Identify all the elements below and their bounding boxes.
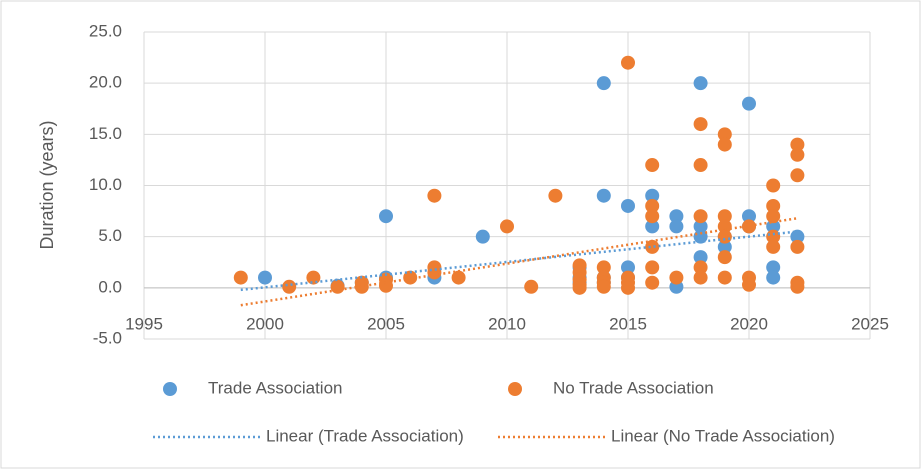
point bbox=[282, 279, 297, 294]
point bbox=[693, 260, 708, 275]
point bbox=[500, 219, 514, 234]
point bbox=[693, 270, 708, 285]
point bbox=[717, 209, 732, 224]
point bbox=[742, 219, 756, 234]
legend-label: Trade Association bbox=[208, 378, 343, 397]
point bbox=[596, 188, 611, 203]
point bbox=[621, 280, 635, 295]
point bbox=[379, 278, 393, 293]
point bbox=[693, 209, 708, 224]
y-tick-label: 0.0 bbox=[98, 277, 122, 296]
point bbox=[548, 188, 563, 203]
point bbox=[766, 270, 781, 285]
y-tick-label: 20.0 bbox=[89, 73, 122, 92]
point bbox=[330, 279, 345, 294]
y-axis-title: Duration (years) bbox=[37, 120, 57, 249]
point bbox=[766, 178, 781, 193]
point bbox=[717, 250, 732, 265]
point bbox=[717, 270, 732, 285]
y-tick-label: 15.0 bbox=[89, 124, 122, 143]
point bbox=[427, 188, 442, 203]
point bbox=[790, 168, 805, 183]
point bbox=[379, 209, 393, 224]
legend-label: Linear (No Trade Association) bbox=[611, 426, 835, 445]
point bbox=[669, 270, 684, 285]
point bbox=[572, 280, 587, 295]
point bbox=[621, 260, 635, 275]
y-tick-label: 25.0 bbox=[89, 21, 122, 40]
point bbox=[693, 250, 708, 265]
point bbox=[790, 279, 805, 294]
x-tick-label: 1995 bbox=[125, 314, 163, 333]
point bbox=[766, 209, 781, 224]
point bbox=[645, 275, 660, 290]
point bbox=[766, 229, 781, 244]
point bbox=[742, 277, 756, 292]
point bbox=[645, 198, 660, 213]
point bbox=[669, 219, 684, 234]
point bbox=[645, 260, 660, 275]
point bbox=[596, 279, 611, 294]
point bbox=[766, 198, 781, 213]
point bbox=[354, 279, 369, 294]
point bbox=[693, 219, 708, 234]
point bbox=[669, 209, 684, 224]
point bbox=[596, 260, 611, 275]
legend-marker bbox=[508, 382, 522, 396]
point bbox=[233, 270, 248, 285]
point bbox=[766, 239, 781, 254]
point bbox=[427, 265, 442, 280]
y-tick-label: 10.0 bbox=[89, 175, 122, 194]
x-tick-label: 2020 bbox=[730, 314, 768, 333]
point bbox=[306, 270, 321, 285]
point bbox=[717, 229, 732, 244]
trendline bbox=[240, 217, 798, 307]
point bbox=[693, 158, 708, 173]
point bbox=[645, 239, 660, 254]
point bbox=[524, 279, 539, 294]
point bbox=[717, 127, 732, 142]
legend-label: No Trade Association bbox=[553, 378, 714, 397]
point bbox=[475, 229, 490, 244]
point bbox=[258, 270, 272, 285]
point bbox=[451, 270, 466, 285]
legend-marker bbox=[163, 382, 177, 396]
point bbox=[790, 239, 805, 254]
x-tick-label: 2000 bbox=[246, 314, 284, 333]
point bbox=[645, 188, 660, 203]
y-tick-label: -5.0 bbox=[93, 328, 122, 347]
point bbox=[693, 76, 708, 91]
point bbox=[742, 209, 756, 224]
point bbox=[742, 96, 756, 111]
point bbox=[790, 137, 805, 152]
point bbox=[645, 219, 660, 234]
point bbox=[596, 76, 611, 91]
x-tick-label: 2005 bbox=[367, 314, 405, 333]
y-tick-label: 5.0 bbox=[98, 226, 122, 245]
point bbox=[621, 55, 635, 70]
point bbox=[790, 147, 805, 162]
point bbox=[693, 117, 708, 132]
legend-label: Linear (Trade Association) bbox=[266, 426, 464, 445]
point bbox=[717, 239, 732, 254]
point bbox=[766, 260, 781, 275]
point bbox=[621, 198, 635, 213]
x-tick-label: 2015 bbox=[609, 314, 647, 333]
trendline bbox=[240, 230, 798, 292]
x-tick-label: 2010 bbox=[488, 314, 526, 333]
point bbox=[645, 209, 660, 224]
point bbox=[645, 158, 660, 173]
point bbox=[717, 137, 732, 152]
x-tick-label: 2025 bbox=[851, 314, 889, 333]
